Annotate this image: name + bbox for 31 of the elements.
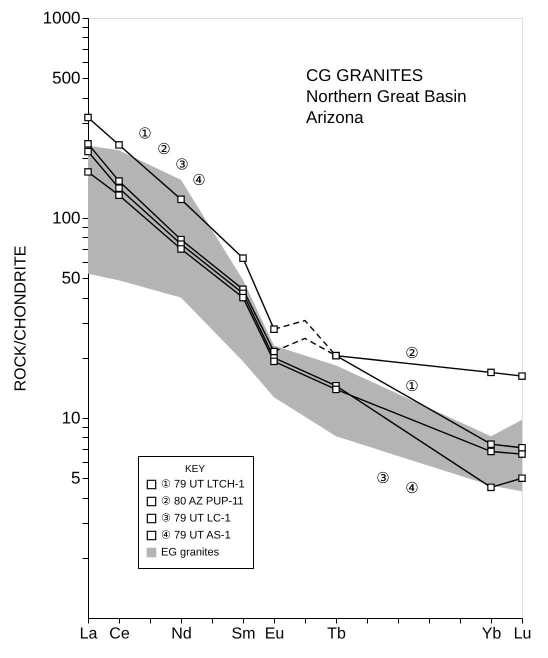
x-tick-label: Nd xyxy=(171,626,192,642)
x-tick-label: Ce xyxy=(109,626,130,642)
annotation: ③ xyxy=(175,156,189,174)
y-tick-label: 50 xyxy=(62,268,80,288)
y-tick-label: 1000 xyxy=(42,8,80,28)
annotation: ④ xyxy=(405,478,419,497)
legend-title: KEY xyxy=(184,464,206,475)
annotation: ② xyxy=(405,344,419,362)
y-tick-label: 5 xyxy=(71,468,80,488)
y-tick-label: 500 xyxy=(52,68,80,88)
x-tick-label: Lu xyxy=(514,626,532,642)
x-tick-label: Yb xyxy=(482,626,502,642)
text: CG GRANITES xyxy=(306,66,424,85)
legend-label: ③ 79 UT LC-1 xyxy=(161,512,231,524)
legend-label: ① 79 UT LTCH-1 xyxy=(161,478,245,490)
legend-label: EG granites xyxy=(161,546,220,558)
y-tick-label: 10 xyxy=(62,408,80,428)
text: Northern Great Basin Arizona xyxy=(306,87,467,127)
annotation: ② xyxy=(157,140,171,158)
annotation: ④ xyxy=(192,171,206,190)
y-axis-title: ROCK/CHONDRITE xyxy=(12,246,30,392)
annotation: ③ xyxy=(376,469,390,488)
annotation: ① xyxy=(405,376,419,395)
legend-label: ② 80 AZ PUP-11 xyxy=(161,496,244,508)
x-tick-label: La xyxy=(80,626,98,642)
y-tick-label: 100 xyxy=(52,208,80,228)
x-tick-label: Sm xyxy=(232,626,256,642)
legend-label: ④ 79 UT AS-1 xyxy=(161,530,231,542)
x-tick-label: Eu xyxy=(264,626,284,642)
x-tick-label: Tb xyxy=(327,626,346,642)
annotation: ① xyxy=(138,124,152,143)
